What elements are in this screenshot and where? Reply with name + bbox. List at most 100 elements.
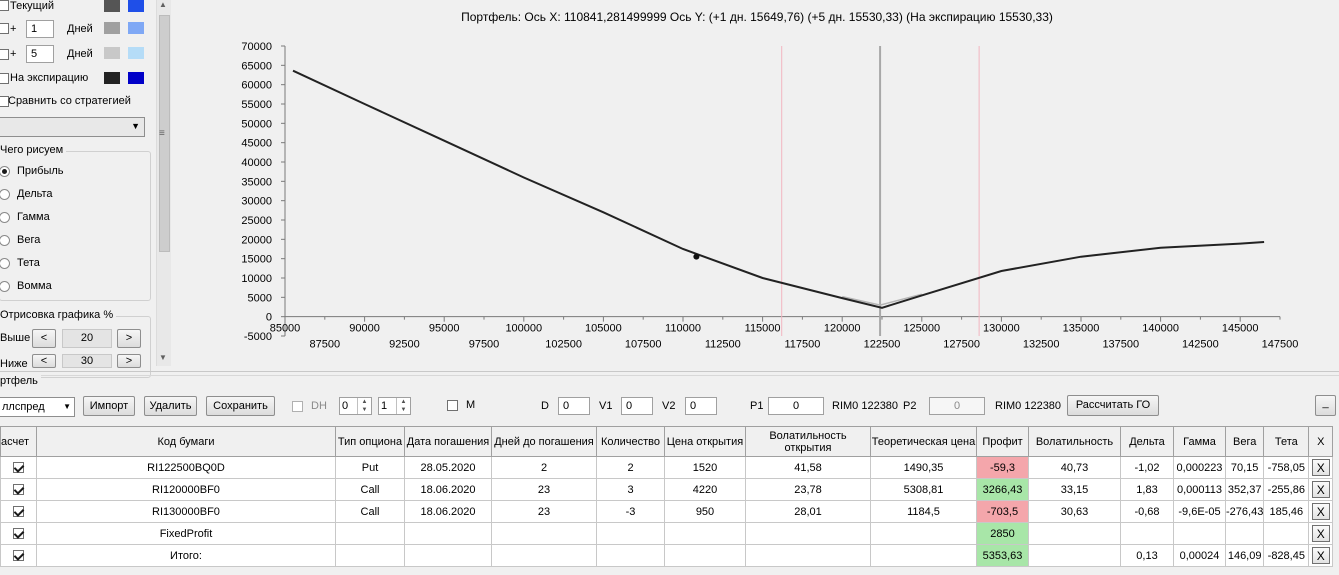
days1-color-1[interactable] [104, 22, 120, 34]
radio-profit[interactable] [0, 166, 10, 177]
spin1-input[interactable]: 0 ▲ ▼ [339, 397, 372, 415]
above-decrease-button[interactable]: < [32, 329, 56, 348]
v2-input[interactable]: 0 [685, 397, 717, 415]
p1-input[interactable]: 0 [768, 397, 824, 415]
radio-delta[interactable] [0, 189, 10, 200]
delete-button[interactable]: Удалить [144, 396, 197, 416]
x-tick-label: 107500 [625, 339, 662, 351]
cell-qty: -3 [596, 500, 665, 523]
delete-row-button[interactable]: X [1311, 481, 1330, 498]
scroll-thumb[interactable] [159, 15, 170, 252]
col-header-profit[interactable]: Профит [976, 426, 1029, 457]
spin1-arrows-icon[interactable]: ▲ ▼ [357, 398, 371, 414]
cell-delta [1120, 522, 1174, 545]
col-header-theta[interactable]: Тета [1263, 426, 1310, 457]
cell-code: RI120000BF0 [36, 478, 336, 501]
spin2-input[interactable]: 1 ▲ ▼ [378, 397, 411, 415]
days5-color-2[interactable] [128, 47, 144, 59]
calc-cell [0, 522, 37, 545]
col-header-qty[interactable]: Количество [596, 426, 665, 457]
col-header-price[interactable]: Цена открытия [664, 426, 746, 457]
cell-gamma: 0,000113 [1173, 478, 1226, 501]
table-row[interactable]: RI122500BQ0D Put 28.05.2020 2 2 1520 41,58 1490… [0, 456, 1334, 479]
expiration-color-1[interactable] [104, 72, 120, 84]
col-header-calc[interactable]: асчет [0, 426, 37, 457]
compare-checkbox[interactable] [0, 96, 9, 107]
calc-checkbox[interactable] [13, 462, 24, 474]
above-increase-button[interactable]: > [117, 329, 141, 348]
days1-color-2[interactable] [128, 22, 144, 34]
current-color-2[interactable] [128, 0, 144, 12]
x-tick-label: 112500 [705, 339, 741, 351]
spin2-arrows-icon[interactable]: ▲ ▼ [396, 398, 410, 414]
plus1-checkbox[interactable] [0, 23, 9, 34]
strategy-compare-dropdown[interactable]: ▼ [0, 117, 145, 137]
days5-input[interactable]: 5 [26, 45, 54, 63]
col-header-date[interactable]: Дата погашения [404, 426, 492, 457]
minimize-button[interactable]: _ [1315, 395, 1336, 416]
days1-input[interactable]: 1 [26, 20, 54, 38]
calc-checkbox[interactable] [13, 550, 24, 562]
cell-type: Call [335, 478, 405, 501]
scroll-down-icon[interactable]: ▼ [159, 353, 167, 362]
y-tick-label: 10000 [241, 273, 272, 285]
payoff-chart-area: Портфель: Ось X: 110841,281499999 Ось Y:… [175, 0, 1339, 368]
expiration-color-2[interactable] [128, 72, 144, 84]
cell-delta: 1,83 [1120, 478, 1174, 501]
calc-go-button[interactable]: Рассчитать ГО [1067, 395, 1159, 416]
v1-input[interactable]: 0 [621, 397, 653, 415]
d-input[interactable]: 0 [558, 397, 590, 415]
import-button[interactable]: Импорт [83, 396, 135, 416]
left-panel-scrollbar[interactable]: ▲ ▼ [156, 0, 171, 366]
cell-profit: -59,3 [976, 456, 1029, 479]
radio-theta[interactable] [0, 258, 10, 269]
delete-row-button[interactable]: X [1311, 525, 1330, 542]
col-header-days[interactable]: Дней до погашения [491, 426, 597, 457]
plus5-checkbox[interactable] [0, 49, 9, 60]
cell-theta: -758,05 [1263, 456, 1310, 479]
cell-price [664, 544, 746, 567]
series-line [842, 293, 922, 306]
p2-input[interactable]: 0 [929, 397, 985, 415]
x-tick-label: 147500 [1262, 339, 1299, 351]
radio-vomma[interactable] [0, 281, 10, 292]
col-header-vega[interactable]: Вега [1224, 426, 1265, 457]
rim1-label: RIM0 122380 [832, 400, 899, 412]
current-color-1[interactable] [104, 0, 120, 12]
below-increase-button[interactable]: > [117, 354, 141, 368]
col-header-gamma[interactable]: Гамма [1173, 426, 1226, 457]
dh-checkbox[interactable] [292, 401, 303, 412]
col-header-code[interactable]: Код бумаги [36, 426, 336, 457]
radio-vega[interactable] [0, 235, 10, 246]
scroll-up-icon[interactable]: ▲ [159, 0, 167, 9]
below-decrease-button[interactable]: < [32, 354, 56, 368]
col-header-x[interactable]: X [1308, 426, 1334, 457]
current-checkbox[interactable] [0, 0, 9, 11]
calc-checkbox[interactable] [13, 506, 24, 518]
table-row[interactable]: RI130000BF0 Call 18.06.2020 23 -3 950 28,01 118… [0, 500, 1334, 523]
delete-row-button[interactable]: X [1311, 547, 1330, 564]
calc-checkbox[interactable] [13, 484, 24, 496]
delete-cell: X [1308, 544, 1334, 567]
days5-color-1[interactable] [104, 47, 120, 59]
table-row[interactable]: FixedProfit 2850 X [0, 522, 1334, 545]
save-button[interactable]: Сохранить [206, 396, 275, 416]
splitter-grip-icon[interactable]: ≡ [159, 128, 165, 139]
radio-gamma[interactable] [0, 212, 10, 223]
delete-row-button[interactable]: X [1311, 503, 1330, 520]
m-checkbox[interactable] [447, 400, 458, 411]
col-header-theo[interactable]: Теоретическая цена [870, 426, 977, 457]
what-draw-title: Чего рисуем [0, 144, 67, 156]
col-header-type[interactable]: Тип опциона [335, 426, 405, 457]
table-row[interactable]: Итого: 5353,63 0,13 0,00024 146,09 -828,45 X [0, 544, 1334, 567]
table-row[interactable]: RI120000BF0 Call 18.06.2020 23 3 4220 23,78 530… [0, 478, 1334, 501]
calc-checkbox[interactable] [13, 528, 24, 540]
col-header-vol[interactable]: Волатильность [1028, 426, 1121, 457]
col-header-vol-open[interactable]: Волатильность открытия [745, 426, 871, 457]
col-header-delta[interactable]: Дельта [1120, 426, 1174, 457]
expiration-checkbox[interactable] [0, 73, 9, 84]
strategy-select[interactable]: ллспред ▼ [0, 397, 75, 417]
x-tick-label: 85000 [270, 323, 301, 335]
delete-row-button[interactable]: X [1311, 459, 1330, 476]
payoff-chart[interactable]: 7000065000600005500050000450004000035000… [175, 0, 1339, 368]
